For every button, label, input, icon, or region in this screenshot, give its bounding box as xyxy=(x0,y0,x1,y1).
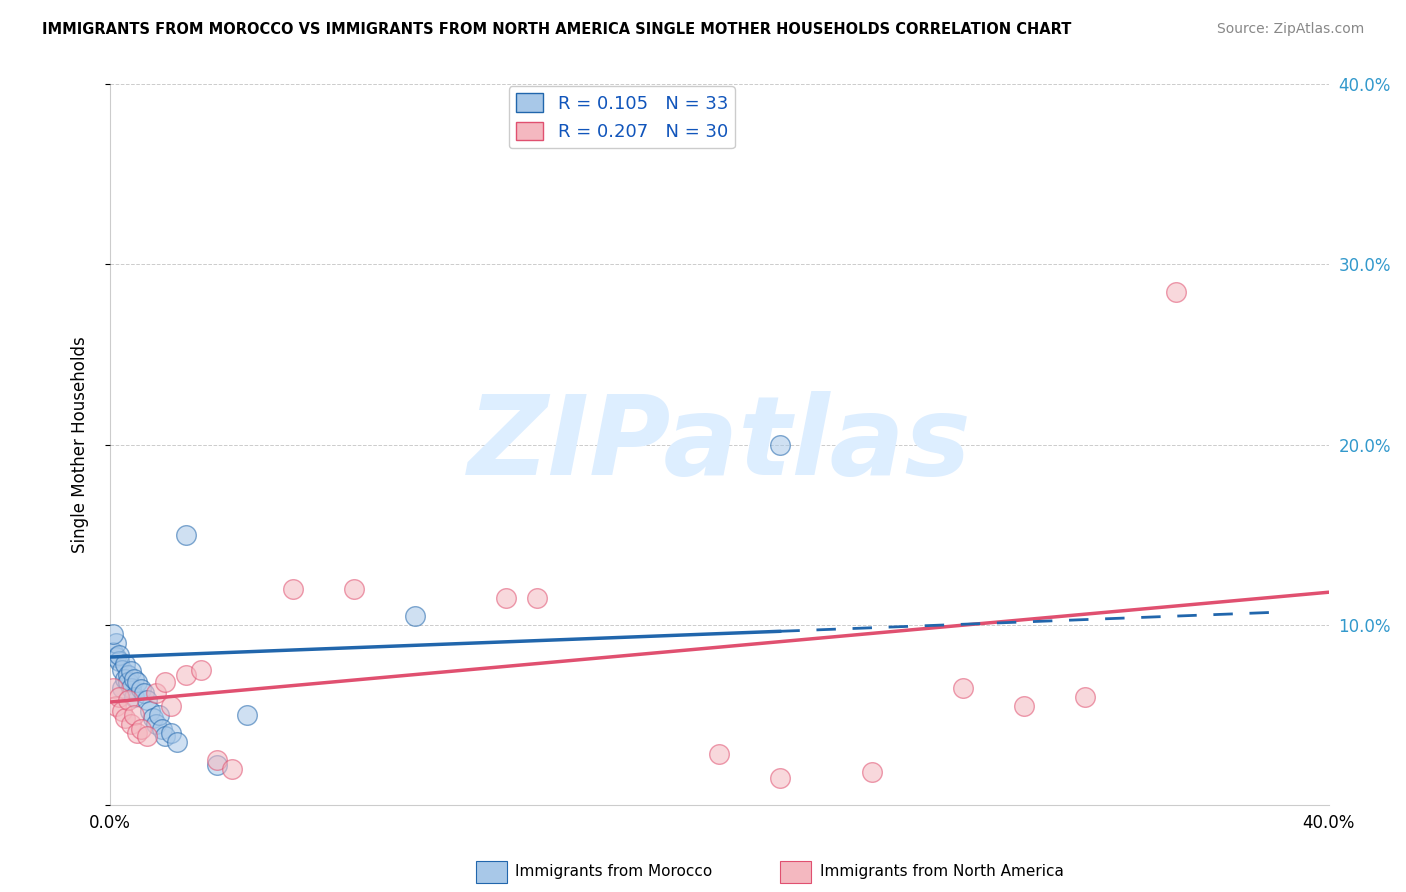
Point xyxy=(205,758,228,772)
Point xyxy=(132,686,155,700)
Point xyxy=(281,582,304,596)
Point xyxy=(1074,690,1097,704)
Point xyxy=(138,704,160,718)
Point xyxy=(108,648,131,663)
Point xyxy=(114,711,136,725)
Point xyxy=(145,686,167,700)
Point xyxy=(114,657,136,672)
Point xyxy=(111,681,134,695)
Point xyxy=(343,582,366,596)
Point xyxy=(142,711,165,725)
Point xyxy=(160,698,183,713)
Point xyxy=(769,771,792,785)
Point xyxy=(160,725,183,739)
Point xyxy=(495,591,517,605)
Point xyxy=(190,663,212,677)
Point xyxy=(174,527,197,541)
Point xyxy=(135,729,157,743)
Point xyxy=(769,437,792,451)
Point xyxy=(153,675,176,690)
Point xyxy=(108,690,131,704)
Point xyxy=(105,698,128,713)
Point xyxy=(124,672,146,686)
Point xyxy=(101,626,124,640)
Point xyxy=(236,707,259,722)
Text: Source: ZipAtlas.com: Source: ZipAtlas.com xyxy=(1216,22,1364,37)
Point xyxy=(117,693,139,707)
Point xyxy=(127,675,149,690)
Text: Immigrants from Morocco: Immigrants from Morocco xyxy=(515,864,713,880)
Point xyxy=(120,716,142,731)
Point xyxy=(148,707,170,722)
Point xyxy=(124,690,146,704)
Point xyxy=(404,608,426,623)
Point xyxy=(205,753,228,767)
Point xyxy=(153,729,176,743)
Point xyxy=(709,747,731,762)
Point xyxy=(526,591,548,605)
Point xyxy=(111,704,134,718)
Point xyxy=(120,681,142,695)
Point xyxy=(145,716,167,731)
Point xyxy=(108,654,131,668)
Point xyxy=(1012,698,1035,713)
Legend: R = 0.105   N = 33, R = 0.207   N = 30: R = 0.105 N = 33, R = 0.207 N = 30 xyxy=(509,87,735,148)
Point xyxy=(101,681,124,695)
Point xyxy=(101,645,124,659)
Point xyxy=(129,682,152,697)
Point xyxy=(129,722,152,736)
Point xyxy=(111,663,134,677)
Point xyxy=(124,707,146,722)
Text: Immigrants from North America: Immigrants from North America xyxy=(820,864,1063,880)
Point xyxy=(1166,285,1188,299)
Text: ZIPatlas: ZIPatlas xyxy=(468,391,972,498)
Point xyxy=(135,693,157,707)
Point xyxy=(105,650,128,665)
Point xyxy=(166,734,188,748)
Point xyxy=(105,635,128,649)
Text: IMMIGRANTS FROM MOROCCO VS IMMIGRANTS FROM NORTH AMERICA SINGLE MOTHER HOUSEHOLD: IMMIGRANTS FROM MOROCCO VS IMMIGRANTS FR… xyxy=(42,22,1071,37)
Point xyxy=(117,668,139,682)
Point xyxy=(150,722,173,736)
Point xyxy=(114,672,136,686)
Point xyxy=(952,681,974,695)
Point xyxy=(117,675,139,690)
Point xyxy=(120,665,142,679)
Point xyxy=(174,668,197,682)
Point xyxy=(221,762,243,776)
Point xyxy=(127,725,149,739)
Y-axis label: Single Mother Households: Single Mother Households xyxy=(72,336,89,553)
Point xyxy=(860,765,883,780)
